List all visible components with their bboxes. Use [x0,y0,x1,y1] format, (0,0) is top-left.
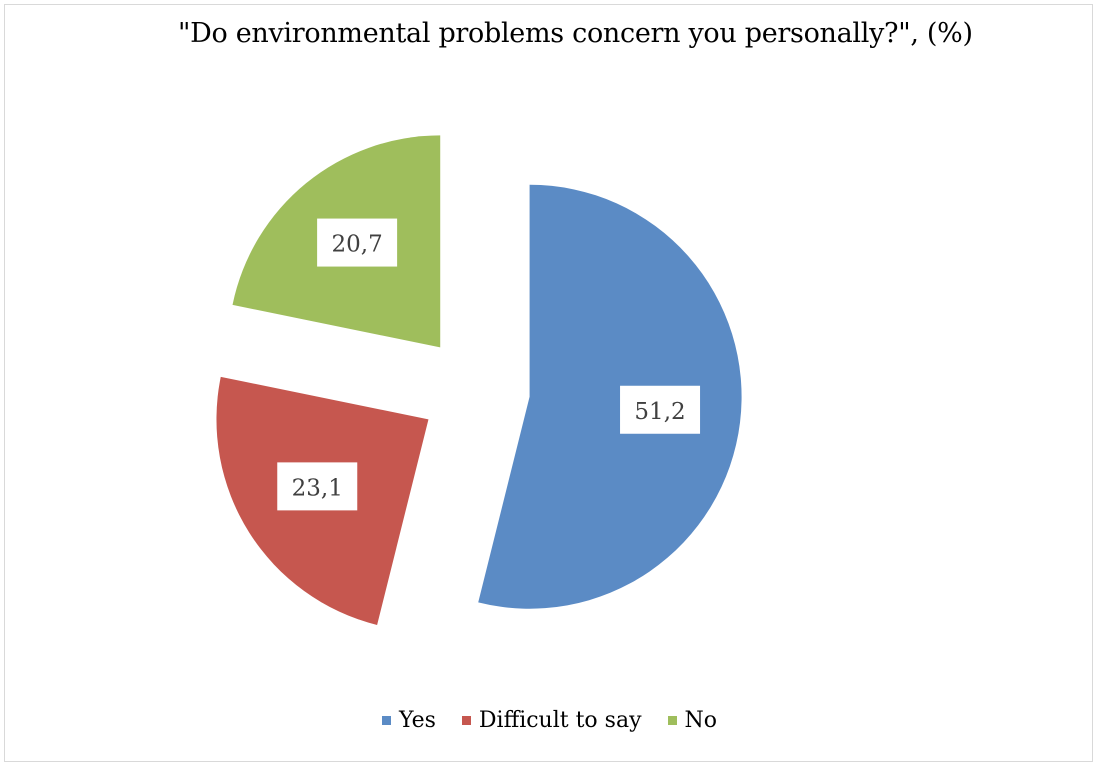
legend-label-no: No [684,708,718,733]
legend-item-yes: Yes [381,708,436,733]
data-label-text: 51,2 [634,399,685,425]
data-label-box [277,462,358,511]
legend-item-difficult-to-say: Difficult to say [461,708,642,733]
legend-item-no: No [667,708,718,733]
legend-swatch-yes [381,716,391,725]
data-label-text: 23,1 [292,475,343,501]
data-label-box [620,385,701,434]
chart-title: "Do environmental problems concern you p… [178,18,973,49]
data-label-text: 20,7 [332,232,383,258]
legend-label-difficult-to-say: Difficult to say [478,708,642,733]
legend-swatch-difficult-to-say [461,716,471,725]
legend: Yes Difficult to say No [0,708,1099,733]
data-label-difficult-to-say: 23,1 [277,462,358,511]
legend-label-yes: Yes [398,708,436,733]
data-label-yes: 51,2 [620,385,701,434]
legend-swatch-no [667,716,677,725]
data-label-box [317,218,398,267]
pie-slice-yes [478,184,742,609]
data-label-no: 20,7 [317,218,398,267]
